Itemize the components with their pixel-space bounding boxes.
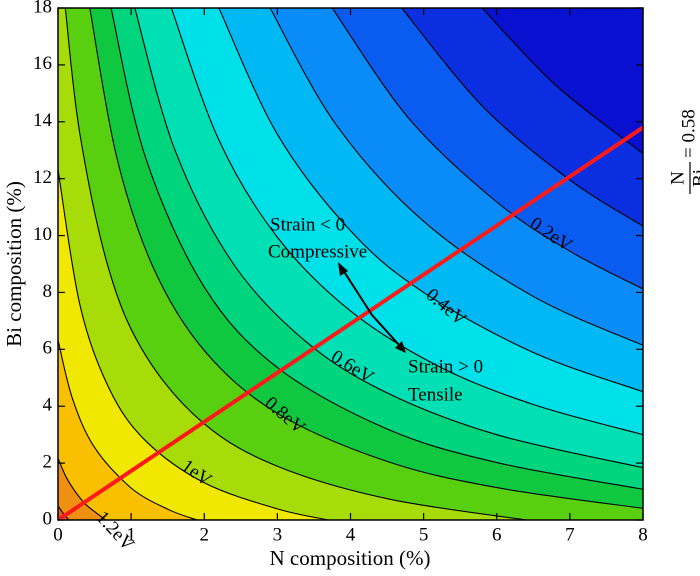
- ratio-label: N Bi = 0.58: [667, 109, 700, 194]
- y-tick-label: 12: [33, 167, 52, 188]
- plot-area: [58, 8, 643, 520]
- x-axis-title: N composition (%): [270, 546, 431, 570]
- ratio-line: [58, 125, 643, 520]
- x-tick-label: 2: [200, 524, 210, 545]
- contour-fill: [58, 8, 643, 520]
- contour-line: [170, 8, 643, 436]
- y-tick-label: 2: [43, 451, 53, 472]
- contour-line: [481, 8, 643, 155]
- contour-line: [58, 169, 329, 520]
- contour-line: [89, 8, 643, 509]
- y-tick-label: 10: [33, 224, 52, 245]
- contour-line: [331, 8, 643, 290]
- y-tick-label: 8: [43, 281, 53, 302]
- ratio-denominator: Bi: [689, 169, 700, 187]
- contour-line: [110, 8, 643, 490]
- annotation: Tensile: [408, 384, 463, 405]
- contour-fill: [58, 169, 329, 520]
- y-tick-label: 14: [33, 110, 53, 131]
- y-tick-label: 16: [33, 53, 52, 74]
- y-tick-label: 4: [43, 395, 53, 416]
- ratio-value: = 0.58: [678, 109, 699, 158]
- contour-line: [58, 458, 106, 520]
- contour-fill: [58, 339, 197, 520]
- x-tick-label: 0: [53, 524, 63, 545]
- ratio-numerator: N: [667, 171, 688, 185]
- x-tick-label: 7: [565, 524, 575, 545]
- x-tick-label: 5: [419, 524, 429, 545]
- annotation: Compressive: [268, 241, 367, 262]
- contour-line: [218, 8, 643, 393]
- x-tick-label: 1: [126, 524, 136, 545]
- contour-line: [134, 8, 643, 469]
- x-tick-label: 3: [273, 524, 283, 545]
- contour-line: [64, 8, 527, 520]
- y-axis-title: Bi composition (%): [2, 181, 26, 347]
- x-tick-label: 4: [346, 524, 356, 545]
- annotation: Strain > 0: [408, 356, 483, 377]
- y-tick-label: 18: [33, 0, 52, 17]
- contour-line: [58, 339, 198, 520]
- contour-fill: [58, 458, 106, 520]
- strain-arrows: [338, 262, 406, 353]
- y-tick-label: 0: [43, 508, 53, 529]
- contour-line: [58, 505, 70, 520]
- annotation: Strain < 0: [270, 214, 345, 235]
- contour-line: [269, 8, 643, 346]
- x-tick-label: 8: [638, 524, 648, 545]
- contour-line: [401, 8, 643, 227]
- x-tick-label: 6: [492, 524, 502, 545]
- y-tick-label: 6: [43, 338, 53, 359]
